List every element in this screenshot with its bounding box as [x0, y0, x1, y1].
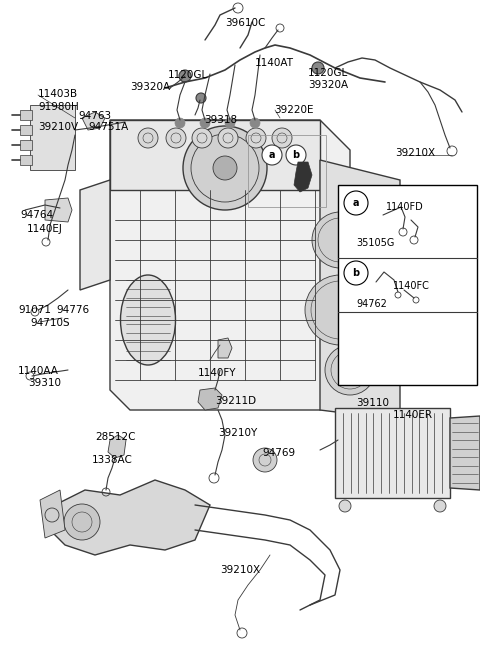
Polygon shape — [294, 162, 312, 192]
Circle shape — [312, 62, 324, 74]
Circle shape — [305, 275, 375, 345]
Circle shape — [246, 128, 266, 148]
Circle shape — [344, 191, 368, 215]
Polygon shape — [20, 155, 32, 165]
Text: 1140FY: 1140FY — [198, 368, 237, 378]
Text: 94764: 94764 — [20, 210, 53, 220]
Text: 35105G: 35105G — [356, 238, 395, 248]
Text: b: b — [352, 268, 360, 278]
Circle shape — [196, 93, 206, 103]
Text: 39220E: 39220E — [274, 105, 313, 115]
Text: 94710S: 94710S — [30, 318, 70, 328]
Text: 39318: 39318 — [204, 115, 237, 125]
Text: 1120GL: 1120GL — [168, 70, 208, 80]
Text: 39210V: 39210V — [38, 122, 78, 132]
Polygon shape — [450, 416, 480, 490]
Polygon shape — [80, 180, 110, 290]
Text: a: a — [353, 198, 359, 208]
Text: b: b — [292, 150, 300, 160]
Text: 1140AT: 1140AT — [255, 58, 294, 68]
Circle shape — [200, 118, 210, 128]
Polygon shape — [20, 110, 32, 120]
Polygon shape — [20, 140, 32, 150]
Circle shape — [218, 128, 238, 148]
Circle shape — [262, 145, 282, 165]
Text: 1140AA: 1140AA — [18, 366, 59, 376]
Circle shape — [213, 156, 237, 180]
Text: 39320A: 39320A — [130, 82, 170, 92]
Circle shape — [225, 118, 235, 128]
Text: 1140ER: 1140ER — [393, 410, 433, 420]
Circle shape — [192, 128, 212, 148]
Polygon shape — [108, 435, 126, 458]
Polygon shape — [45, 198, 72, 222]
Circle shape — [166, 128, 186, 148]
Text: 1140FC: 1140FC — [393, 281, 430, 291]
Circle shape — [183, 126, 267, 210]
Polygon shape — [50, 480, 210, 555]
Circle shape — [138, 128, 158, 148]
Bar — [335, 408, 450, 498]
Text: 94751A: 94751A — [88, 122, 128, 132]
Bar — [338, 185, 477, 385]
Text: 91071: 91071 — [18, 305, 51, 315]
Polygon shape — [110, 120, 320, 190]
Text: 1120GL: 1120GL — [308, 68, 348, 78]
Text: 1338AC: 1338AC — [92, 455, 133, 465]
Text: 39110: 39110 — [356, 398, 389, 408]
Text: 11403B: 11403B — [38, 89, 78, 99]
Text: 39310: 39310 — [28, 378, 61, 388]
Polygon shape — [218, 338, 232, 358]
Text: 39211D: 39211D — [215, 396, 256, 406]
Ellipse shape — [120, 275, 176, 365]
Text: 39210X: 39210X — [395, 148, 435, 158]
Polygon shape — [40, 490, 65, 538]
Bar — [30, 105, 75, 170]
Polygon shape — [320, 160, 400, 420]
Text: 94762: 94762 — [356, 299, 387, 309]
Text: 39210X: 39210X — [220, 565, 260, 575]
Circle shape — [272, 128, 292, 148]
Text: 39610C: 39610C — [225, 18, 265, 28]
Text: 94776: 94776 — [56, 305, 89, 315]
Circle shape — [434, 500, 446, 512]
Polygon shape — [198, 388, 222, 410]
Circle shape — [253, 448, 277, 472]
Polygon shape — [82, 112, 105, 130]
Text: 91980H: 91980H — [38, 102, 79, 112]
Text: 28512C: 28512C — [95, 432, 135, 442]
Circle shape — [325, 345, 375, 395]
Circle shape — [250, 118, 260, 128]
Polygon shape — [20, 125, 32, 135]
Text: a: a — [269, 150, 275, 160]
Text: 39320A: 39320A — [308, 80, 348, 90]
Text: 1140FD: 1140FD — [386, 202, 424, 212]
Text: 94769: 94769 — [262, 448, 295, 458]
Polygon shape — [110, 120, 350, 410]
Circle shape — [286, 145, 306, 165]
Circle shape — [344, 261, 368, 285]
Text: 1140EJ: 1140EJ — [27, 224, 63, 234]
Circle shape — [312, 212, 368, 268]
Circle shape — [339, 500, 351, 512]
Circle shape — [175, 118, 185, 128]
Text: 39210Y: 39210Y — [218, 428, 257, 438]
Text: 94763: 94763 — [78, 111, 111, 121]
Circle shape — [179, 70, 191, 82]
Circle shape — [64, 504, 100, 540]
Bar — [248, 135, 326, 207]
